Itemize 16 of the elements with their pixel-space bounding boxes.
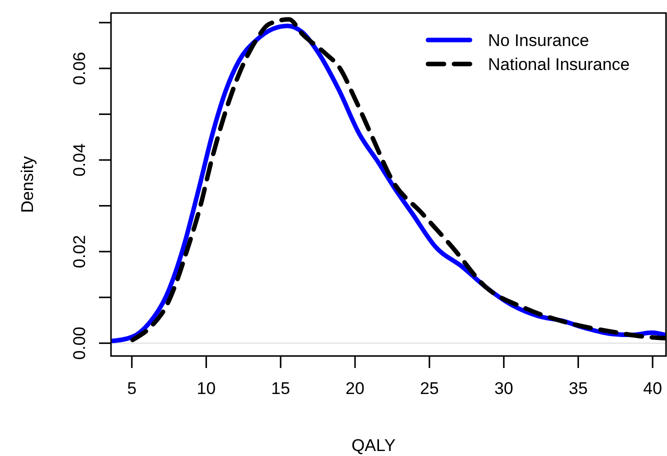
y-tick-label: 0.02 <box>70 235 89 268</box>
y-axis-title: Density <box>18 156 37 213</box>
x-tick-label: 5 <box>127 379 137 398</box>
legend-label: No Insurance <box>488 31 590 50</box>
y-tick-label: 0.06 <box>70 52 89 85</box>
x-tick-label: 20 <box>346 379 364 398</box>
x-tick-label: 40 <box>643 379 662 398</box>
x-tick-label: 15 <box>271 379 290 398</box>
y-tick-label: 0.04 <box>70 143 89 177</box>
x-axis-title: QALY <box>351 436 396 455</box>
legend-label: National Insurance <box>488 55 630 74</box>
x-tick-label: 10 <box>196 379 216 398</box>
y-tick-label: 0.00 <box>70 326 89 360</box>
x-tick-label: 30 <box>494 379 514 398</box>
x-tick-label: 35 <box>568 379 588 398</box>
x-tick-label: 25 <box>420 379 439 398</box>
